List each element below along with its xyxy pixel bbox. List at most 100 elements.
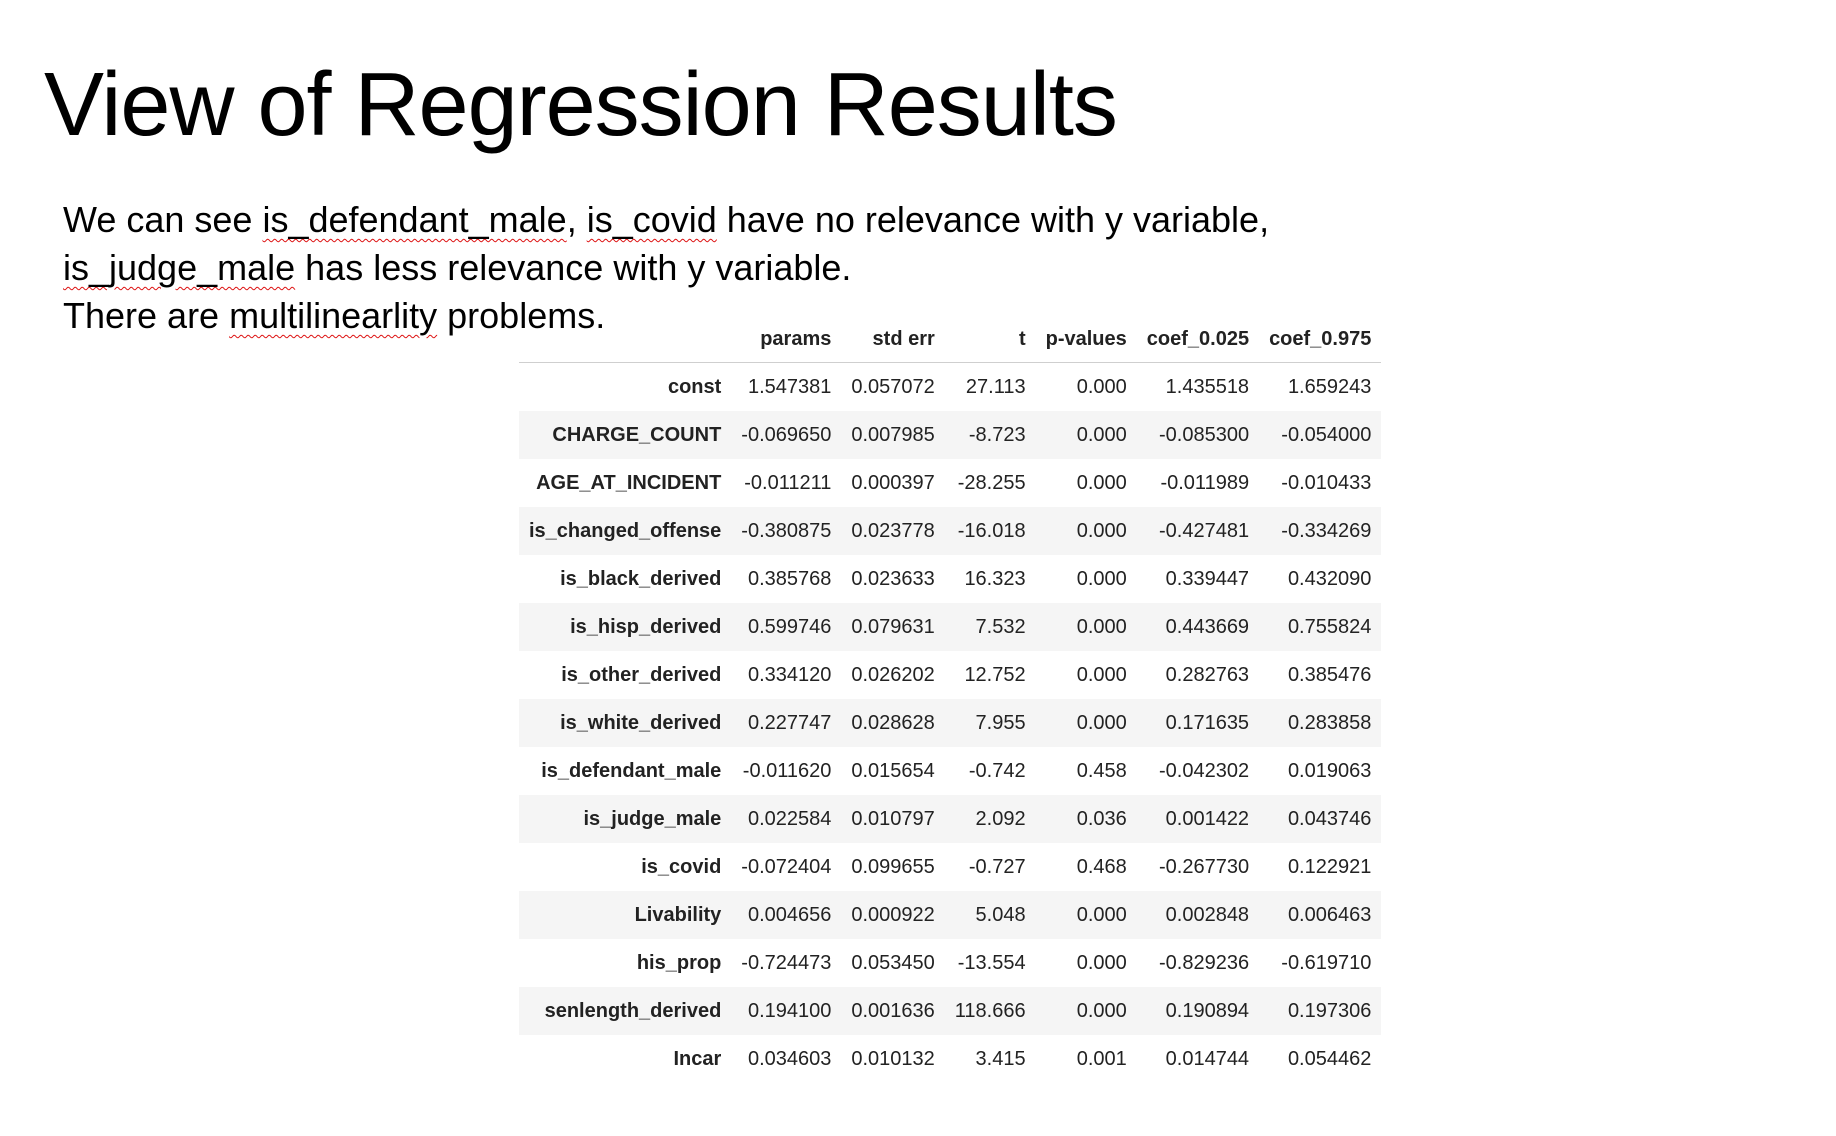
table-row: senlength_derived 0.194100 0.001636 118.666… bbox=[519, 987, 1382, 1035]
table-cell: 0.599746 bbox=[747, 615, 832, 638]
table-cell: 0.000 bbox=[1076, 519, 1127, 542]
table-cell: 0.432090 bbox=[1287, 567, 1372, 590]
table-cell: 0.334120 bbox=[747, 663, 832, 686]
table-cell: -0.380875 bbox=[741, 519, 832, 542]
table-cell: 0.755824 bbox=[1287, 615, 1372, 638]
table-cell: 2.092 bbox=[975, 807, 1026, 830]
table-cell: 0.227747 bbox=[747, 711, 832, 734]
body-line-1: We can see is_defendant_male, is_covid h… bbox=[63, 196, 1269, 244]
table-cell: 0.194100 bbox=[747, 999, 832, 1022]
table-cell: 16.323 bbox=[964, 567, 1026, 590]
table-cell: -0.011620 bbox=[742, 759, 832, 782]
table-cell: 0.004656 bbox=[747, 903, 832, 926]
table-cell: 118.666 bbox=[954, 999, 1026, 1022]
line1-post: have no relevance with y variable, bbox=[716, 199, 1270, 240]
table-cell: -0.010433 bbox=[1281, 471, 1372, 494]
table-cell: -28.255 bbox=[957, 471, 1026, 494]
var-judge-male: is_judge_male bbox=[63, 247, 296, 288]
body-text: We can see is_defendant_male, is_covid h… bbox=[63, 196, 1269, 340]
table-header-row: params std err t p-values coef_0.025 coef_0.9… bbox=[519, 316, 1382, 363]
table-row: is_black_derived 0.385768 0.023633 16.323 0.… bbox=[519, 555, 1381, 603]
table-row: is_changed_offense -0.380875 0.023778 -16.0… bbox=[519, 507, 1382, 555]
row-label: is_white_derived bbox=[560, 711, 722, 734]
table-cell: -8.723 bbox=[968, 423, 1026, 446]
table-cell: 0.001636 bbox=[851, 999, 935, 1022]
table-row: is_hisp_derived 0.599746 0.079631 7.532 0.00… bbox=[519, 603, 1382, 651]
table-cell: 1.435518 bbox=[1165, 375, 1250, 398]
table-cell: -0.085300 bbox=[1158, 423, 1250, 446]
column-header: params bbox=[731, 316, 842, 363]
table-row: is_white_derived 0.227747 0.028628 7.955 0.0… bbox=[519, 699, 1382, 747]
table-cell: 0.197306 bbox=[1287, 999, 1372, 1022]
table-cell: 27.113 bbox=[965, 375, 1026, 398]
table-cell: 0.000 bbox=[1076, 567, 1127, 590]
row-label: Incar bbox=[673, 1047, 722, 1070]
table-cell: 7.955 bbox=[975, 711, 1026, 734]
table-cell: -0.011989 bbox=[1160, 471, 1250, 494]
var-defendant-male: is_defendant_male bbox=[262, 199, 567, 240]
column-header bbox=[519, 316, 732, 363]
row-label: is_other_derived bbox=[561, 663, 722, 686]
table-cell: 0.000 bbox=[1076, 903, 1127, 926]
table-cell: 0.053450 bbox=[851, 951, 935, 974]
table-cell: -0.054000 bbox=[1281, 423, 1372, 446]
table-cell: 0.000 bbox=[1076, 663, 1127, 686]
table-cell: 0.010132 bbox=[851, 1047, 935, 1070]
table-cell: 0.283858 bbox=[1287, 711, 1372, 734]
table-cell: -0.069650 bbox=[741, 423, 832, 446]
table-cell: 0.000 bbox=[1076, 423, 1127, 446]
table-cell: 0.099655 bbox=[851, 855, 935, 878]
row-label: is_changed_offense bbox=[529, 519, 722, 542]
table-cell: -0.619710 bbox=[1281, 951, 1372, 974]
row-label: is_black_derived bbox=[560, 567, 722, 590]
table-cell: 0.002848 bbox=[1165, 903, 1250, 926]
table-body: const 1.547381 0.057072 27.113 0.000 1.435518… bbox=[519, 363, 1382, 1084]
table-cell: 0.043746 bbox=[1287, 807, 1372, 830]
table-cell: -0.011211 bbox=[744, 471, 832, 494]
table-row: Incar 0.034603 0.010132 3.415 0.001 0.014744 0… bbox=[519, 1035, 1381, 1083]
table-row: his_prop -0.724473 0.053450 -13.554 0.000 -0.… bbox=[519, 939, 1381, 987]
table-cell: 0.079631 bbox=[851, 615, 935, 638]
table-cell: 0.000 bbox=[1076, 471, 1127, 494]
column-header: coef_0.025 bbox=[1136, 316, 1260, 363]
table-cell: 0.000 bbox=[1076, 999, 1127, 1022]
table-cell: -0.334269 bbox=[1281, 519, 1372, 542]
table-cell: 0.000922 bbox=[851, 903, 935, 926]
slide-title: View of Regression Results bbox=[44, 55, 1118, 155]
line1-pre: We can see bbox=[63, 199, 263, 240]
row-label: his_prop bbox=[636, 951, 722, 974]
row-label: const bbox=[667, 375, 722, 398]
table-cell: 0.458 bbox=[1076, 759, 1127, 782]
table-row: Livability 0.004656 0.000922 5.048 0.000 0.00… bbox=[519, 891, 1382, 939]
row-label: is_defendant_male bbox=[541, 759, 722, 782]
misspelled-word: multilinearlity bbox=[229, 295, 438, 336]
table-cell: 0.001422 bbox=[1165, 807, 1250, 830]
table-cell: 0.171635 bbox=[1165, 711, 1250, 734]
table-cell: 0.014744 bbox=[1165, 1047, 1250, 1070]
table-cell: 3.415 bbox=[975, 1047, 1026, 1070]
table-cell: 0.001 bbox=[1076, 1047, 1127, 1070]
table-cell: 0.022584 bbox=[747, 807, 832, 830]
table-cell: 0.034603 bbox=[747, 1047, 832, 1070]
table-cell: 0.000 bbox=[1076, 711, 1127, 734]
table-cell: -0.724473 bbox=[741, 951, 832, 974]
table-cell: 0.019063 bbox=[1287, 759, 1372, 782]
table-cell: -13.554 bbox=[957, 951, 1026, 974]
row-label: senlength_derived bbox=[544, 999, 722, 1022]
table-cell: 5.048 bbox=[975, 903, 1026, 926]
table-cell: 0.054462 bbox=[1287, 1047, 1372, 1070]
table-cell: 7.532 bbox=[975, 615, 1026, 638]
row-label: is_hisp_derived bbox=[570, 615, 722, 638]
table-cell: 0.443669 bbox=[1165, 615, 1250, 638]
column-header: t bbox=[944, 316, 1036, 363]
row-label: CHARGE_COUNT bbox=[552, 423, 722, 446]
column-header: std err bbox=[841, 316, 945, 363]
table-cell: 0.006463 bbox=[1287, 903, 1372, 926]
table-cell: 0.190894 bbox=[1165, 999, 1250, 1022]
table-cell: -16.018 bbox=[957, 519, 1026, 542]
body-line-2: is_judge_male has less relevance with y … bbox=[63, 244, 1269, 292]
table-row: AGE_AT_INCIDENT -0.011211 0.000397 -28.255 0… bbox=[519, 459, 1381, 507]
table-cell: 0.057072 bbox=[851, 375, 935, 398]
row-label: Livability bbox=[634, 903, 722, 926]
table-cell: -0.267730 bbox=[1158, 855, 1250, 878]
